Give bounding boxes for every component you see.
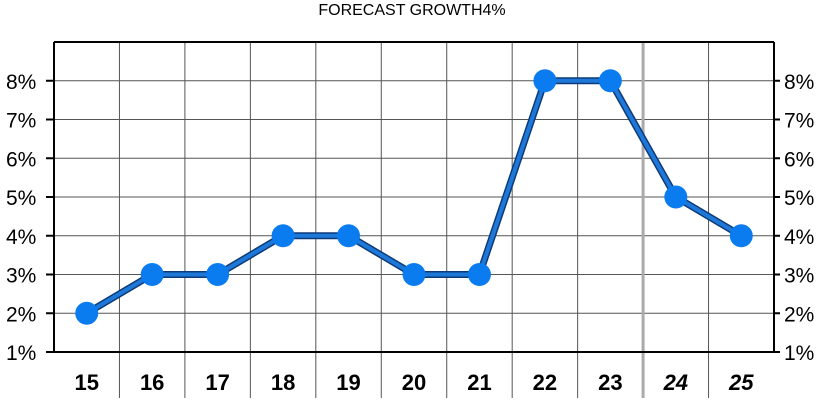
x-tick-label: 22	[533, 370, 557, 395]
y-axis-right: 1% 2% 3% 4% 5% 6% 7% 8%	[774, 71, 814, 365]
grid-lines	[54, 42, 774, 398]
data-point	[467, 263, 491, 286]
data-point	[664, 185, 688, 209]
x-tick-label: 23	[598, 370, 622, 395]
y-tick-label-left: 4%	[6, 226, 36, 249]
y-axis-left: 1% 2% 3% 4% 5% 6% 7% 8%	[6, 71, 54, 365]
y-tick-label-left: 7%	[6, 110, 36, 133]
x-tick-label: 17	[205, 370, 229, 395]
y-tick-label-right: 7%	[784, 110, 814, 133]
data-point	[140, 263, 164, 286]
y-tick-label-right: 6%	[784, 148, 814, 171]
x-tick-label: 24	[663, 370, 688, 395]
x-tick-label: 18	[271, 370, 295, 395]
data-point	[271, 224, 295, 248]
y-tick-label-right: 8%	[784, 71, 814, 94]
y-tick-label-right: 4%	[784, 226, 814, 249]
chart-title-text: FORECAST GROWTH	[318, 2, 483, 19]
y-tick-label-left: 8%	[6, 71, 36, 94]
x-axis: 15 16 17 18 19 20 21 22 23 24 25	[74, 370, 754, 395]
y-tick-label-left: 3%	[6, 265, 36, 288]
y-tick-label-right: 2%	[784, 303, 814, 326]
data-point	[729, 224, 753, 248]
x-tick-label: 16	[140, 370, 164, 395]
y-tick-label-left: 2%	[6, 303, 36, 326]
y-tick-label-left: 6%	[6, 148, 36, 171]
x-tick-label: 21	[467, 370, 491, 395]
chart-title: FORECAST GROWTH4%	[0, 2, 824, 20]
x-tick-label: 25	[728, 370, 754, 395]
data-point	[206, 263, 230, 286]
chart-title-highlight-value: 4%	[482, 2, 506, 19]
x-tick-label: 19	[336, 370, 360, 395]
data-point	[598, 69, 622, 93]
data-point	[75, 301, 99, 325]
x-tick-label: 15	[74, 370, 98, 395]
x-tick-label: 20	[402, 370, 426, 395]
y-tick-label-right: 5%	[784, 187, 814, 210]
y-tick-label-left: 1%	[6, 342, 36, 365]
growth-series	[75, 69, 753, 325]
y-tick-label-right: 3%	[784, 265, 814, 288]
data-point	[402, 263, 426, 286]
data-point	[533, 69, 557, 93]
y-tick-label-left: 5%	[6, 187, 36, 210]
y-tick-label-right: 1%	[784, 342, 814, 365]
data-point	[337, 224, 361, 248]
